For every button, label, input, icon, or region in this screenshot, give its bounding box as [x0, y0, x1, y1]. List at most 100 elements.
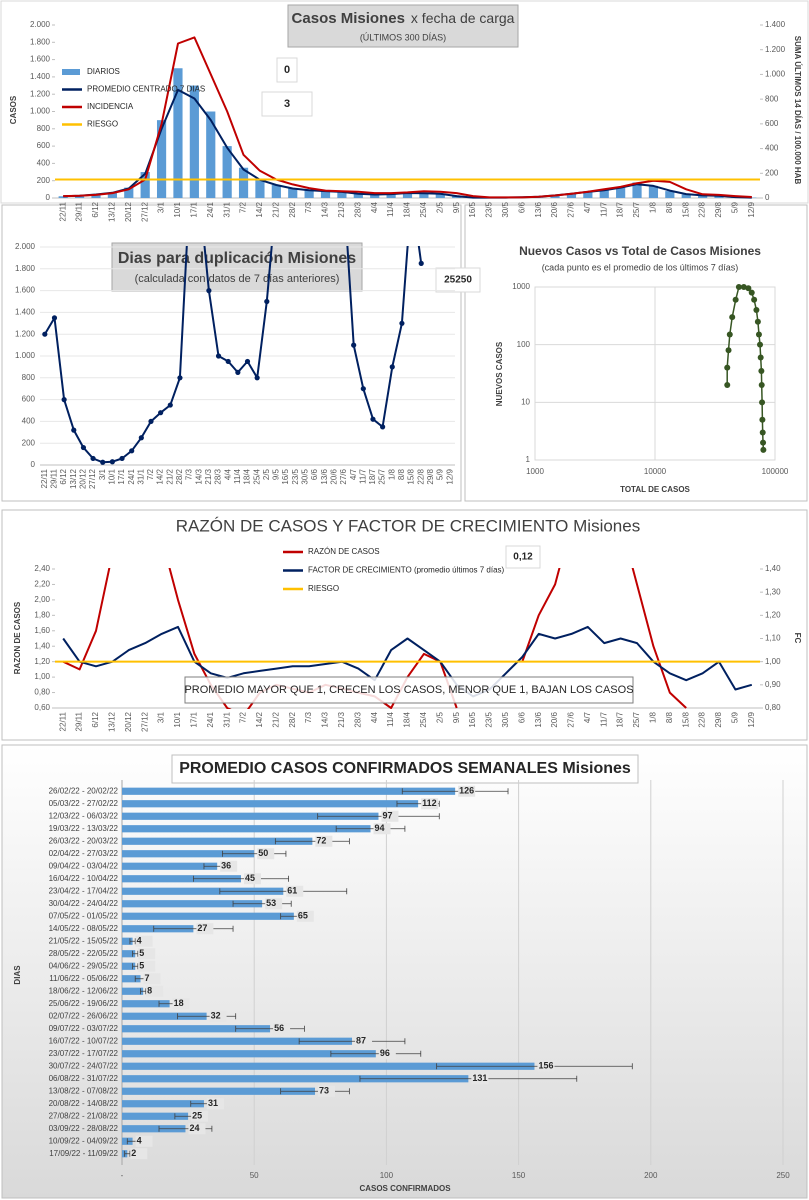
point	[759, 416, 766, 423]
x-tick-label: 25/4	[252, 468, 261, 484]
label-bg	[206, 1098, 224, 1110]
y-tick-label: 1,60	[34, 626, 50, 635]
point	[760, 446, 767, 453]
label-bg	[537, 1060, 555, 1072]
y-tick-label: 1,20	[765, 610, 781, 619]
marker	[399, 320, 405, 326]
x-tick-label: 11/7	[599, 711, 608, 727]
point	[753, 306, 760, 313]
x-tick-label: 7/2	[146, 468, 155, 480]
y-tick-label: 09/07/22 - 03/07/22	[49, 1024, 119, 1033]
value-label: 32	[211, 1011, 221, 1021]
x-tick-label: 7/3	[185, 468, 194, 480]
x-tick-label: 11/4	[386, 711, 395, 727]
value-label: 61	[287, 886, 297, 896]
x-tick-label: 3/1	[98, 468, 107, 480]
x-tick-label: 21/2	[165, 468, 174, 484]
x-tick-label: 21/2	[271, 201, 280, 217]
x-tick-label: 22/11	[40, 468, 49, 488]
annotation: 25250	[444, 275, 472, 286]
bar	[566, 193, 577, 198]
legend-swatch	[62, 69, 80, 75]
x-tick-label: 11/4	[233, 468, 242, 484]
y-tick-label: 1.400	[15, 308, 36, 317]
point	[724, 364, 731, 371]
y-tick-label: 26/02/22 - 20/02/22	[49, 786, 119, 795]
label-bg	[135, 1135, 153, 1147]
annotation-box	[261, 91, 313, 117]
chart-subtitle: (cada punto es el promedio de los último…	[542, 262, 739, 272]
bar	[122, 1112, 189, 1120]
x-tick-label: 27/12	[140, 201, 149, 222]
y-axis-label: NUEVOS CASOS	[495, 341, 504, 406]
x-tick-label: 31/1	[222, 201, 231, 217]
y-tick-label: 200	[37, 176, 51, 185]
bar	[435, 193, 445, 198]
x-tick-label: 28/2	[175, 468, 184, 484]
bar	[189, 85, 199, 198]
x-tick-label: 22/8	[698, 711, 707, 727]
x-tick-label: 13/6	[320, 468, 329, 484]
x-tick-label: 4/7	[583, 201, 592, 213]
x-tick-label: 1000	[526, 467, 544, 476]
marker	[206, 288, 212, 294]
bar	[632, 182, 642, 198]
value-label: 87	[356, 1036, 366, 1046]
value-label: 56	[274, 1023, 284, 1033]
marker	[254, 375, 260, 381]
value-label: 96	[380, 1048, 390, 1058]
bar	[122, 950, 136, 958]
x-tick-label: 12/9	[445, 468, 454, 484]
marker	[158, 410, 164, 416]
point	[729, 314, 736, 321]
value-label: 8	[147, 986, 152, 996]
marker	[235, 369, 241, 375]
y-tick-label: 1.800	[15, 264, 36, 273]
y-axis-label: CASOS	[9, 95, 18, 124]
x-tick-label: 2/5	[435, 711, 444, 723]
x-tick-label: 24/1	[206, 201, 215, 217]
x-tick-label: 6/12	[91, 711, 100, 727]
bar	[206, 111, 216, 198]
label-bg	[286, 885, 304, 897]
x-tick-label: 1/8	[649, 711, 658, 723]
x-tick-label: 18/7	[368, 468, 377, 484]
y-tick-label: 1.600	[15, 286, 36, 295]
bar	[122, 887, 284, 895]
x-tick-label: 11/7	[358, 468, 367, 484]
y-tick-label: 26/03/22 - 20/03/22	[49, 836, 119, 845]
y-tick-label: 1	[526, 455, 531, 464]
bar	[122, 937, 133, 945]
y-tick-label: 16/04/22 - 10/04/22	[49, 874, 119, 883]
x-tick-label: 7/2	[239, 201, 248, 213]
label-bg	[220, 860, 238, 872]
label-bg	[209, 1010, 227, 1022]
y-tick-label: 10	[521, 397, 530, 406]
x-tick-label: 25/7	[632, 711, 641, 727]
label-bg	[355, 1035, 373, 1047]
marker	[380, 424, 386, 430]
label-bg	[373, 823, 391, 835]
x-tick-label: 30/5	[501, 201, 510, 217]
chart-subtitle: (ÚLTIMOS 300 DÍAS)	[360, 32, 446, 42]
x-tick-label: 3/1	[157, 711, 166, 723]
x-tick-label: 29/11	[50, 468, 59, 488]
value-label: 131	[472, 1073, 487, 1083]
x-axis-label: TOTAL DE CASOS	[620, 485, 690, 494]
y-tick-label: 10/09/22 - 04/09/22	[49, 1136, 119, 1145]
value-label: 5	[139, 948, 144, 958]
bar	[58, 196, 68, 198]
x-tick-label: 9/5	[452, 711, 461, 723]
bar	[419, 193, 429, 198]
bar	[122, 850, 255, 858]
x-tick-label: 1/8	[649, 201, 658, 213]
x-tick-label: 28/2	[288, 201, 297, 217]
value-label: 72	[316, 836, 326, 846]
bar	[238, 167, 249, 198]
bar	[122, 912, 294, 920]
x-tick-label: 21/2	[271, 711, 280, 727]
bar	[122, 837, 313, 845]
x-tick-label: 23/5	[485, 201, 494, 217]
y-tick-label: 2,00	[34, 595, 50, 604]
title-box	[111, 242, 363, 292]
